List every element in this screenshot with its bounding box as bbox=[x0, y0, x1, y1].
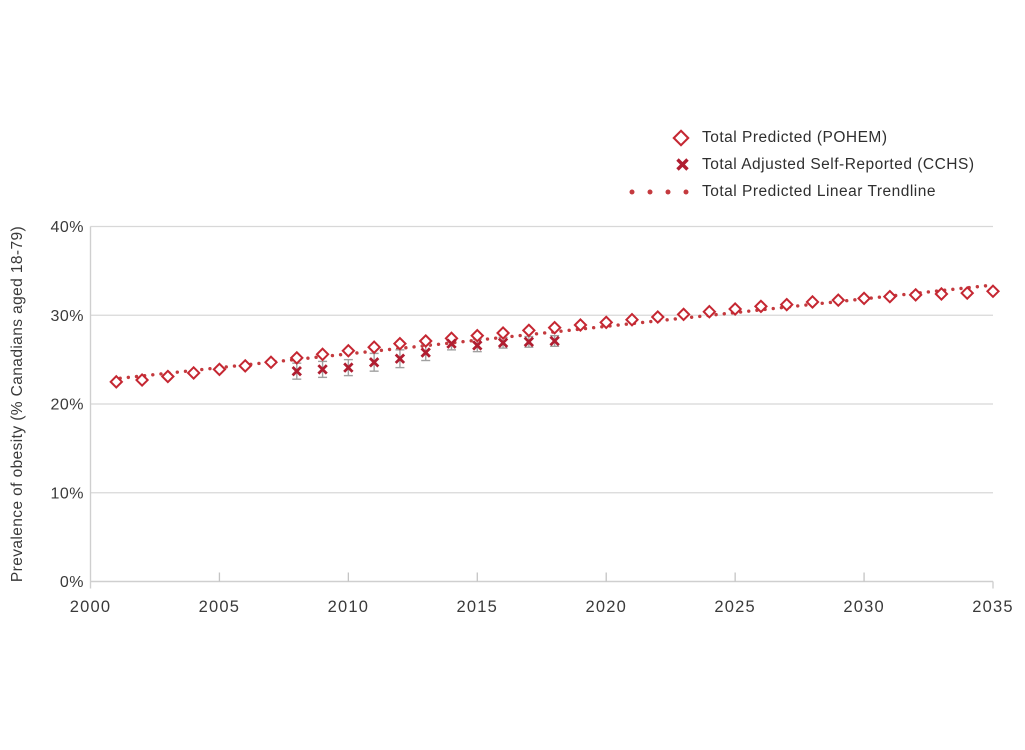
series-cchs bbox=[291, 335, 560, 377]
data-point-diamond bbox=[702, 304, 717, 319]
diamond-marker-icon bbox=[672, 128, 690, 147]
legend-item-diamond: Total Predicted (POHEM) bbox=[628, 124, 975, 151]
data-point-x bbox=[343, 362, 354, 373]
y-axis-title: Prevalence of obesity (% Canadians aged … bbox=[9, 225, 26, 583]
data-point-x bbox=[446, 338, 457, 349]
axes bbox=[89, 226, 994, 589]
data-point-diamond bbox=[624, 312, 640, 327]
y-tick-label: 20% bbox=[50, 397, 84, 414]
data-point-x bbox=[549, 335, 560, 347]
x-tick-label: 2005 bbox=[199, 598, 241, 616]
data-point-diamond bbox=[650, 310, 665, 325]
y-tick-label: 30% bbox=[50, 308, 84, 325]
x-tick-label: 2020 bbox=[585, 598, 627, 616]
legend-icon-col bbox=[628, 157, 690, 172]
data-point-diamond bbox=[521, 323, 536, 338]
data-point-diamond bbox=[186, 365, 201, 380]
data-point-diamond bbox=[753, 299, 768, 314]
data-point-x bbox=[291, 365, 302, 377]
data-point-diamond bbox=[341, 343, 356, 358]
legend-label: Total Adjusted Self-Reported (CCHS) bbox=[702, 155, 975, 173]
data-point-diamond bbox=[882, 289, 897, 304]
data-point-diamond bbox=[960, 286, 975, 301]
dotted-line-icon bbox=[629, 189, 689, 194]
x-tick-label: 2015 bbox=[457, 598, 499, 616]
data-point-diamond bbox=[676, 307, 691, 322]
gridlines bbox=[90, 225, 993, 494]
data-point-diamond bbox=[934, 286, 949, 301]
data-point-diamond bbox=[831, 293, 846, 308]
y-tick-label: 40% bbox=[50, 219, 84, 236]
data-point-diamond bbox=[238, 358, 253, 373]
data-point-x bbox=[497, 337, 509, 348]
legend-icon-col bbox=[628, 188, 690, 196]
data-point-diamond bbox=[857, 291, 872, 306]
data-point-x bbox=[523, 336, 535, 348]
data-point-diamond bbox=[728, 302, 743, 317]
data-point-diamond bbox=[599, 315, 614, 330]
y-axis-ticks: 0% 10% 20% 30% 40% bbox=[50, 219, 84, 591]
data-point-diamond bbox=[779, 297, 794, 312]
x-tick-label: 2030 bbox=[843, 598, 885, 616]
data-point-diamond bbox=[418, 333, 433, 349]
x-tick-label: 2025 bbox=[714, 598, 756, 616]
legend-icon-col bbox=[628, 128, 690, 147]
data-point-x bbox=[317, 364, 328, 375]
data-point-x bbox=[472, 340, 483, 351]
data-point-diamond bbox=[496, 325, 511, 341]
data-point-diamond bbox=[908, 287, 923, 302]
data-point-diamond bbox=[315, 347, 330, 362]
data-point-x bbox=[394, 353, 406, 364]
data-point-diamond bbox=[135, 373, 150, 388]
x-tick-label: 2010 bbox=[328, 598, 370, 616]
data-point-diamond bbox=[109, 374, 124, 389]
y-tick-label: 0% bbox=[60, 574, 84, 591]
data-point-diamond bbox=[573, 317, 588, 333]
data-point-diamond bbox=[805, 294, 820, 309]
legend-item-x: Total Adjusted Self-Reported (CCHS) bbox=[628, 151, 975, 178]
data-point-diamond bbox=[160, 369, 175, 384]
x-axis-ticks: 2000 2005 2010 2015 2020 2025 2030 2035 bbox=[70, 572, 1014, 616]
data-point-diamond bbox=[392, 336, 407, 351]
data-point-diamond bbox=[367, 340, 382, 355]
x-tick-label: 2000 bbox=[70, 598, 112, 616]
y-tick-label: 10% bbox=[50, 485, 84, 502]
data-point-x bbox=[420, 347, 431, 358]
data-point-diamond bbox=[547, 320, 562, 335]
data-point-diamond bbox=[212, 362, 227, 377]
chart-legend: Total Predicted (POHEM) Total Adjusted S… bbox=[628, 124, 975, 205]
legend-label: Total Predicted Linear Trendline bbox=[702, 182, 936, 200]
data-point-diamond bbox=[289, 350, 304, 365]
x-tick-label: 2035 bbox=[972, 598, 1014, 616]
data-point-diamond bbox=[985, 284, 1001, 299]
x-marker-icon bbox=[676, 158, 689, 171]
data-point-x bbox=[368, 357, 380, 368]
series-pohem bbox=[109, 284, 1001, 389]
data-point-diamond bbox=[263, 355, 279, 370]
legend-label: Total Predicted (POHEM) bbox=[702, 128, 888, 146]
data-point-diamond bbox=[470, 328, 485, 343]
legend-item-dots: Total Predicted Linear Trendline bbox=[628, 178, 975, 205]
